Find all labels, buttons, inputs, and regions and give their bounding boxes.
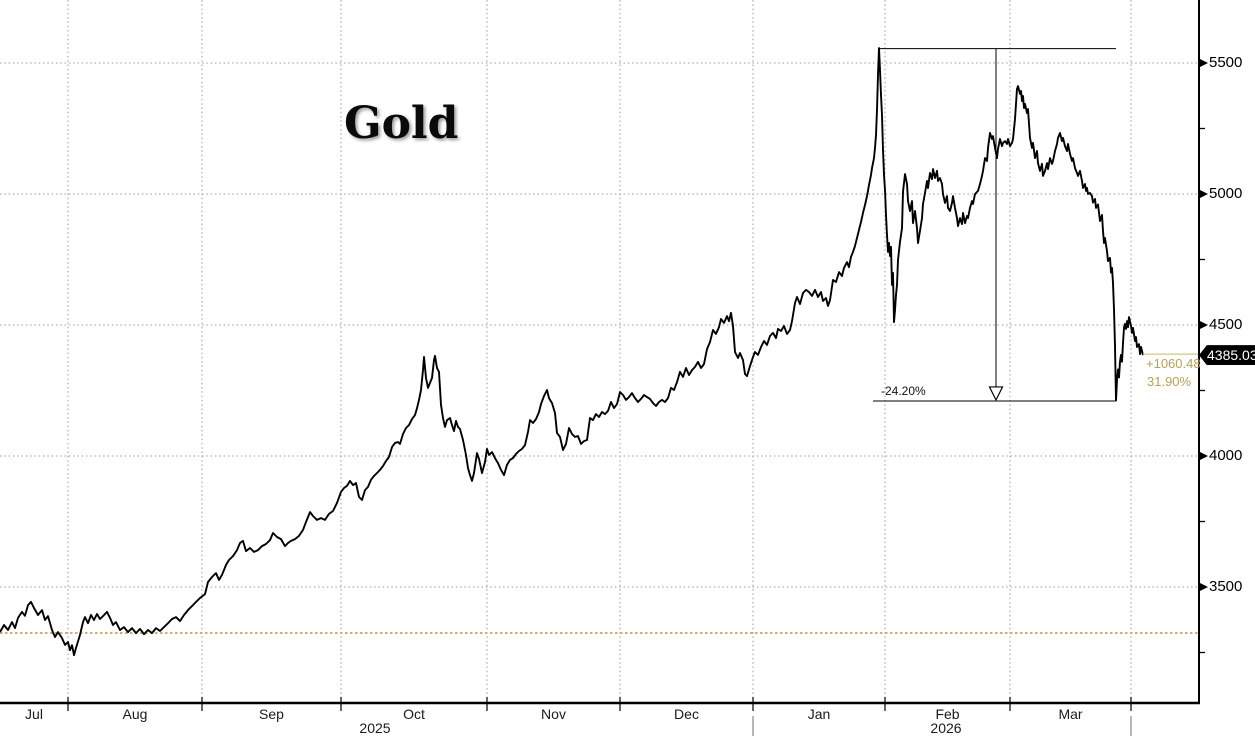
y-major-tick-arrow-icon bbox=[1200, 583, 1208, 591]
month-label-jan: Jan bbox=[807, 706, 831, 722]
year-label-2026: 2026 bbox=[930, 720, 962, 736]
month-label-feb: Feb bbox=[935, 706, 960, 722]
month-label-mar: Mar bbox=[1058, 706, 1083, 722]
y-axis-label-5500: 5500 bbox=[1209, 54, 1243, 71]
y-major-tick-arrow-icon bbox=[1200, 190, 1208, 198]
month-label-oct: Oct bbox=[403, 706, 425, 722]
month-label-sep: Sep bbox=[259, 706, 284, 722]
month-label-dec: Dec bbox=[674, 706, 699, 722]
y-axis-label-4000: 4000 bbox=[1209, 447, 1243, 464]
chart-title: Gold bbox=[344, 98, 459, 149]
month-label-jul: Jul bbox=[25, 706, 43, 722]
y-major-tick-arrow-icon bbox=[1200, 59, 1208, 67]
y-major-tick-arrow-icon bbox=[1200, 452, 1208, 460]
y-axis-label-5000: 5000 bbox=[1209, 185, 1243, 202]
y-axis-label-3500: 3500 bbox=[1209, 578, 1243, 595]
month-label-aug: Aug bbox=[122, 706, 148, 722]
price-line-series bbox=[0, 47, 1144, 657]
last-price-tag: 4385.03 bbox=[1199, 345, 1255, 366]
annotation-arrowhead-icon bbox=[988, 386, 1004, 402]
month-label-nov: Nov bbox=[541, 706, 566, 722]
change-value-label: +1060.48 bbox=[1146, 356, 1201, 372]
year-label-2025: 2025 bbox=[359, 720, 391, 736]
y-major-tick-arrow-icon bbox=[1200, 321, 1208, 329]
y-axis-label-4500: 4500 bbox=[1209, 316, 1243, 333]
change-percent-label: 31.90% bbox=[1147, 374, 1192, 390]
drawdown-annotation-label: -24.20% bbox=[881, 384, 926, 399]
